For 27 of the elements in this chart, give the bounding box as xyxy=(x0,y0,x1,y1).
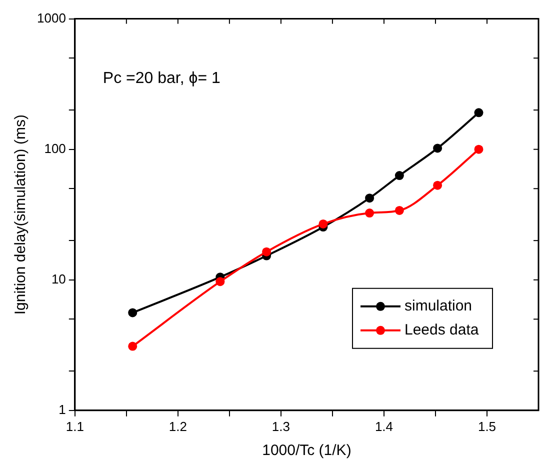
point xyxy=(394,171,404,180)
x-tick-label: 1.3 xyxy=(272,418,290,434)
point xyxy=(262,247,272,256)
point xyxy=(216,277,225,286)
x-tick-label: 1.2 xyxy=(168,418,187,434)
point xyxy=(474,144,484,154)
point xyxy=(128,308,138,318)
y-tick-label: 100 xyxy=(44,140,66,156)
point xyxy=(365,208,374,218)
point xyxy=(433,180,442,190)
x-axis-title: 1000/Tc (1/K) xyxy=(262,442,352,460)
point xyxy=(474,108,484,118)
annotation: Pc =20 bar, ϕ= 1 xyxy=(102,70,221,88)
y-tick-label: 1000 xyxy=(37,10,66,26)
point xyxy=(365,194,374,203)
point xyxy=(394,206,404,215)
point xyxy=(433,144,442,153)
y-tick-label: 1 xyxy=(58,402,66,417)
legend-label: simulation xyxy=(404,298,472,315)
x-tick-label: 1.4 xyxy=(374,418,394,434)
legend-label: Leeds data xyxy=(404,322,480,339)
point xyxy=(128,342,138,351)
y-tick-label: 10 xyxy=(51,271,66,286)
point xyxy=(318,219,328,228)
x-tick-label: 1.1 xyxy=(66,418,84,434)
y-axis-title: Ignition delay(simulation) (ms) xyxy=(12,114,30,315)
x-tick-label: 1.5 xyxy=(478,418,496,434)
